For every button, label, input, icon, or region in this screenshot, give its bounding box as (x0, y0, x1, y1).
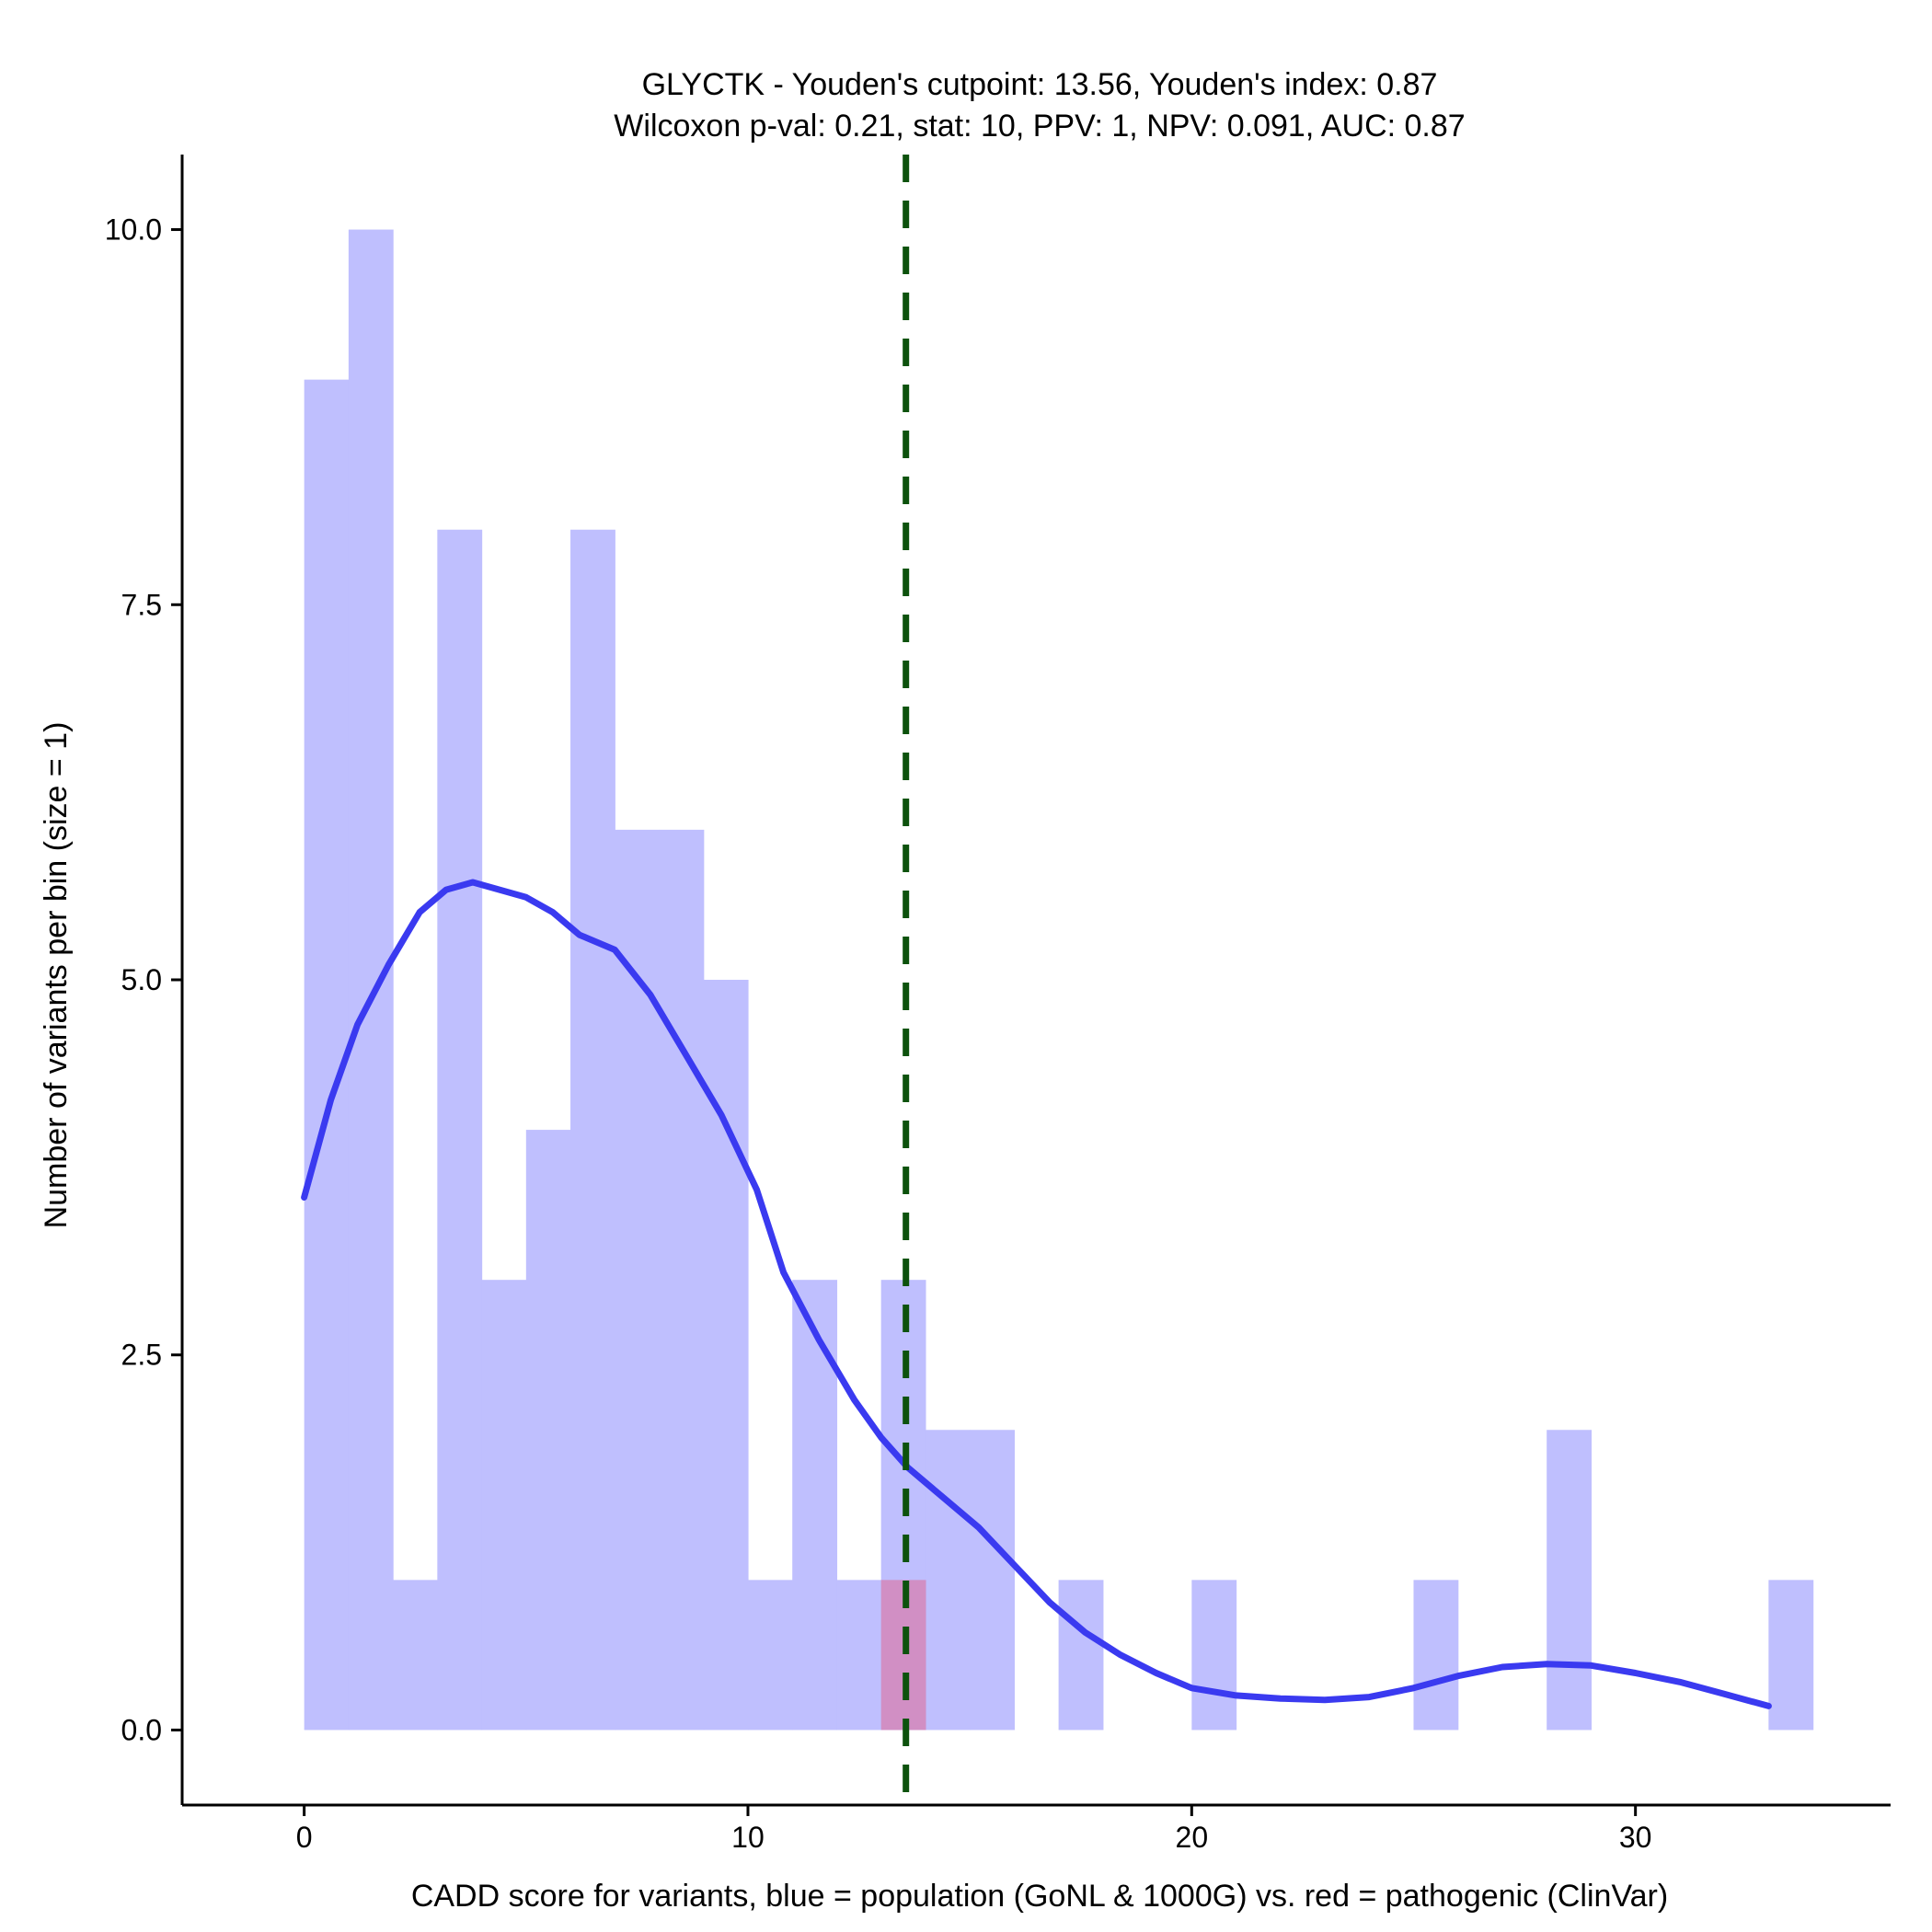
y-tick-label: 5.0 (121, 963, 162, 996)
population-bar (393, 1580, 438, 1731)
y-tick-label: 7.5 (121, 588, 162, 621)
population-bars (304, 229, 1814, 1731)
y-tick-label: 10.0 (105, 213, 162, 247)
population-bar (925, 1430, 971, 1731)
population-bar (1413, 1580, 1459, 1731)
population-bar (1768, 1580, 1814, 1731)
x-axis-ticks: 0 10 20 30 (296, 1805, 1652, 1854)
population-bar (1547, 1430, 1593, 1731)
x-tick-label: 20 (1176, 1821, 1209, 1854)
y-axis-title: Number of variants per bin (size = 1) (39, 722, 74, 1229)
population-bar (348, 229, 394, 1731)
x-axis-title: CADD score for variants, blue = populati… (411, 1879, 1668, 1914)
population-bar (747, 1580, 793, 1731)
x-tick-label: 10 (731, 1821, 765, 1854)
y-tick-label: 0.0 (121, 1713, 162, 1746)
population-bar (304, 379, 350, 1731)
population-bar (570, 529, 615, 1731)
density-curve (301, 879, 1772, 1709)
y-axis-ticks: 0.0 2.5 5.0 7.5 10.0 (105, 213, 182, 1746)
population-bar (659, 829, 705, 1731)
population-bar (703, 980, 749, 1731)
chart-subtitle: Wilcoxon p-val: 0.21, stat: 10, PPV: 1, … (614, 109, 1465, 144)
population-bar (1058, 1580, 1104, 1731)
chart-title: GLYCTK - Youden's cutpoint: 13.56, Youde… (642, 67, 1438, 102)
population-bar (970, 1430, 1015, 1731)
x-tick-label: 30 (1619, 1821, 1652, 1854)
population-bar (437, 529, 483, 1731)
x-tick-label: 0 (296, 1821, 313, 1854)
y-tick-label: 2.5 (121, 1339, 162, 1372)
population-bar (615, 829, 661, 1731)
population-bar (836, 1580, 882, 1731)
population-bar (525, 1130, 571, 1731)
population-bar (481, 1280, 527, 1731)
population-bar (792, 1280, 838, 1731)
population-bar (1191, 1580, 1237, 1731)
